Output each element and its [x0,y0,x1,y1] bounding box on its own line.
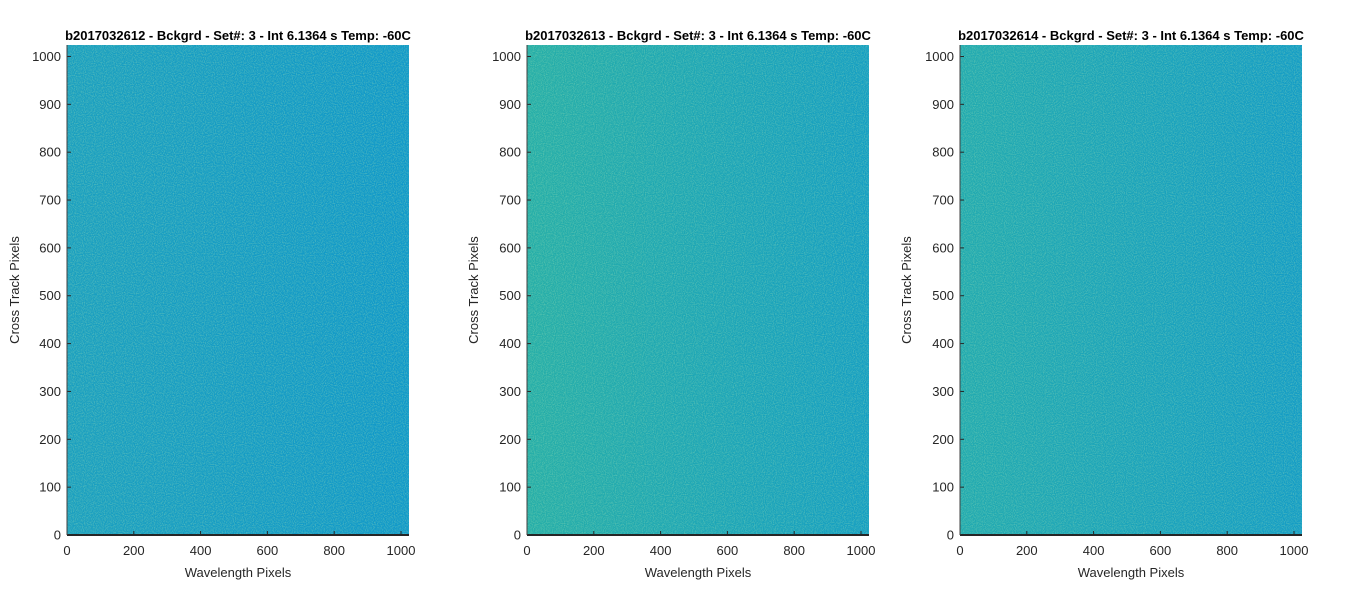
x-tick-label: 600 [257,543,279,558]
x-tick-label: 400 [650,543,672,558]
x-tick-label: 0 [956,543,963,558]
y-tick-label: 300 [39,384,61,399]
heatmap-noise [960,45,1302,535]
y-tick-label: 900 [39,97,61,112]
panel-title: b2017032612 - Bckgrd - Set#: 3 - Int 6.1… [65,28,411,43]
y-tick-label: 1000 [925,49,954,64]
x-tick-label: 800 [1216,543,1238,558]
y-tick-label: 600 [39,240,61,255]
y-tick-label: 600 [499,240,521,255]
x-axis-label: Wavelength Pixels [1078,565,1185,580]
y-tick-label: 0 [947,528,954,543]
panel-title: b2017032614 - Bckgrd - Set#: 3 - Int 6.1… [958,28,1304,43]
y-axis-label: Cross Track Pixels [7,236,22,344]
x-axis-label: Wavelength Pixels [645,565,752,580]
x-tick-label: 400 [190,543,212,558]
y-ticks: 0 100 200 300 400 500 600 700 800 900 1000 [925,49,964,543]
y-tick-label: 400 [932,336,954,351]
x-ticks: 0 200 400 600 800 1000 [956,531,1308,558]
y-tick-label: 500 [499,288,521,303]
y-axis-label: Cross Track Pixels [899,236,914,344]
y-tick-label: 0 [54,528,61,543]
x-tick-label: 0 [523,543,530,558]
x-tick-label: 1000 [387,543,416,558]
heatmap-noise [67,45,409,535]
y-tick-label: 200 [39,432,61,447]
x-tick-label: 0 [63,543,70,558]
x-tick-label: 400 [1083,543,1105,558]
y-tick-label: 400 [39,336,61,351]
panel-title: b2017032613 - Bckgrd - Set#: 3 - Int 6.1… [525,28,871,43]
panel: b2017032613 - Bckgrd - Set#: 3 - Int 6.1… [466,28,875,580]
y-tick-label: 100 [39,480,61,495]
panel: b2017032612 - Bckgrd - Set#: 3 - Int 6.1… [7,28,415,580]
y-tick-label: 800 [499,145,521,160]
x-tick-label: 600 [717,543,739,558]
x-tick-label: 200 [583,543,605,558]
y-tick-label: 800 [39,145,61,160]
y-tick-label: 0 [514,528,521,543]
x-tick-label: 1000 [847,543,876,558]
heatmap-noise [527,45,869,535]
y-tick-label: 100 [932,480,954,495]
y-tick-label: 200 [499,432,521,447]
y-tick-label: 600 [932,240,954,255]
y-tick-label: 400 [499,336,521,351]
y-tick-label: 300 [932,384,954,399]
y-tick-label: 500 [932,288,954,303]
y-tick-label: 900 [499,97,521,112]
y-tick-label: 700 [932,193,954,208]
y-ticks: 0 100 200 300 400 500 600 700 800 900 1000 [32,49,71,543]
y-tick-label: 1000 [32,49,61,64]
y-tick-label: 700 [39,193,61,208]
x-ticks: 0 200 400 600 800 1000 [523,531,875,558]
x-axis-label: Wavelength Pixels [185,565,292,580]
x-tick-label: 1000 [1280,543,1309,558]
y-tick-label: 800 [932,145,954,160]
y-tick-label: 1000 [492,49,521,64]
y-ticks: 0 100 200 300 400 500 600 700 800 900 1000 [492,49,531,543]
y-tick-label: 500 [39,288,61,303]
y-axis-label: Cross Track Pixels [466,236,481,344]
y-tick-label: 100 [499,480,521,495]
y-tick-label: 300 [499,384,521,399]
x-tick-label: 200 [123,543,145,558]
x-tick-label: 800 [323,543,345,558]
x-tick-label: 800 [783,543,805,558]
x-tick-label: 600 [1150,543,1172,558]
y-tick-label: 900 [932,97,954,112]
panel: b2017032614 - Bckgrd - Set#: 3 - Int 6.1… [899,28,1308,580]
y-tick-label: 200 [932,432,954,447]
y-tick-label: 700 [499,193,521,208]
x-tick-label: 200 [1016,543,1038,558]
